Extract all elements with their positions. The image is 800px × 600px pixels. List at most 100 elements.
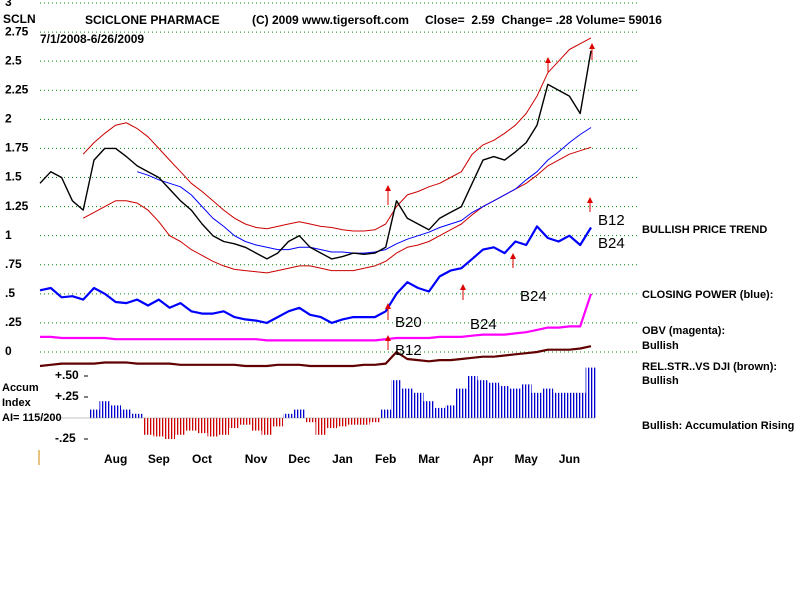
note: Bullish xyxy=(642,375,679,387)
accum-bar xyxy=(142,418,154,435)
y-tick-label: 3 xyxy=(5,0,12,9)
accum-bar xyxy=(110,405,122,418)
accum-bar xyxy=(509,388,521,418)
accum-bar xyxy=(488,382,500,418)
series-line xyxy=(40,293,593,342)
x-tick-label: Jan xyxy=(332,452,353,466)
accum-bar xyxy=(175,418,186,435)
accum-bar xyxy=(121,409,132,418)
signal-arrows xyxy=(385,43,595,350)
accum-bar xyxy=(218,418,230,435)
y-tick-label: 1 xyxy=(5,228,12,242)
accum-bar xyxy=(553,392,564,418)
accum-bar xyxy=(229,418,240,429)
x-tick-label: Dec xyxy=(288,452,310,466)
grid xyxy=(40,2,640,440)
y-tick-label: .5 xyxy=(5,286,15,300)
accum-bar xyxy=(347,418,359,425)
y-tick-label: 1.75 xyxy=(5,141,29,155)
annotation: B12 xyxy=(395,342,422,359)
accum-bar xyxy=(315,418,327,435)
series-line xyxy=(39,225,592,324)
accum-bar xyxy=(283,413,294,418)
x-tick-label: Mar xyxy=(418,452,440,466)
accum-label: Index xyxy=(2,397,32,409)
accum-bar xyxy=(391,380,402,418)
accum-bar xyxy=(477,380,489,418)
accum-bar xyxy=(196,418,208,434)
accum-bar xyxy=(358,418,370,425)
note: Bullish xyxy=(642,340,679,352)
series-line xyxy=(137,127,592,254)
y-tick-label: 2.75 xyxy=(5,24,29,38)
annotation: B20 xyxy=(395,314,422,331)
series-line xyxy=(39,50,592,260)
accum-bar xyxy=(401,388,413,418)
accum-bar xyxy=(261,418,273,435)
accum-bar xyxy=(326,418,338,429)
y-tick-label: .75 xyxy=(5,257,22,271)
accum-bar xyxy=(531,392,543,418)
accum-label: AI= 115/200 xyxy=(2,412,62,424)
accum-bar xyxy=(563,392,575,418)
accum-bar xyxy=(412,392,424,418)
accum-label: Accum xyxy=(2,382,39,394)
y-tick-label: -.25 xyxy=(55,431,76,445)
series-line xyxy=(39,345,592,368)
accum-bar xyxy=(88,409,100,418)
accum-bar xyxy=(239,418,251,425)
series-line xyxy=(82,37,592,232)
accum-bar xyxy=(293,409,305,418)
accum-bar xyxy=(445,405,456,418)
accum-bar xyxy=(207,418,219,437)
accum-bar xyxy=(250,418,262,431)
y-tick-label: .25 xyxy=(5,315,22,329)
x-tick-label: Apr xyxy=(473,452,494,466)
chart-title: SCICLONE PHARMACE xyxy=(85,13,220,27)
annotation: B24 xyxy=(470,316,497,333)
accum-bar xyxy=(466,376,478,418)
series-line xyxy=(82,146,592,274)
accum-bar xyxy=(574,392,586,418)
y-tick-label: 1.5 xyxy=(5,170,22,184)
x-tick-label: Aug xyxy=(104,452,127,466)
x-tick-label: Jun xyxy=(559,452,580,466)
accum-bar xyxy=(337,418,348,427)
x-tick-label: Nov xyxy=(245,452,268,466)
note: OBV (magenta): xyxy=(642,325,725,337)
note: BULLISH PRICE TREND xyxy=(642,224,767,236)
y-tick-label: 0 xyxy=(5,344,12,358)
accum-bar xyxy=(131,413,143,418)
ticker: SCLN xyxy=(3,12,36,26)
note: REL.STR..VS DJI (brown): xyxy=(642,361,777,373)
note: Bullish: Accumulation Rising xyxy=(642,420,794,432)
accum-bar xyxy=(164,418,176,439)
accum-bar xyxy=(455,388,467,418)
annotation: B24 xyxy=(598,235,625,252)
x-tick-label: Sep xyxy=(148,452,170,466)
y-tick-label: +.50 xyxy=(55,368,79,382)
quote: Close= 2.59 Change= .28 Volume= 59016 xyxy=(425,13,662,27)
accum-bar xyxy=(153,418,165,437)
accum-bar xyxy=(520,384,532,418)
annotation: B12 xyxy=(598,212,625,229)
accum-bar xyxy=(423,401,435,418)
accum-bar xyxy=(272,418,284,427)
accum-bar xyxy=(434,407,446,418)
annotation: B24 xyxy=(520,288,547,305)
accum-bar xyxy=(380,409,392,418)
marks xyxy=(39,37,597,439)
accum-bar xyxy=(99,401,111,418)
x-tick-label: Oct xyxy=(192,452,212,466)
y-tick-label: 2.25 xyxy=(5,82,29,96)
x-tick-label: May xyxy=(515,452,539,466)
y-tick-label: 2 xyxy=(5,112,12,126)
accum-bar xyxy=(304,418,316,423)
accum-bar xyxy=(185,418,197,431)
accum-bar xyxy=(499,386,510,418)
accum-bar xyxy=(542,388,554,418)
accum-bar xyxy=(369,418,381,423)
y-tick-label: 2.5 xyxy=(5,53,22,67)
date-range: 7/1/2008-6/26/2009 xyxy=(40,32,144,46)
